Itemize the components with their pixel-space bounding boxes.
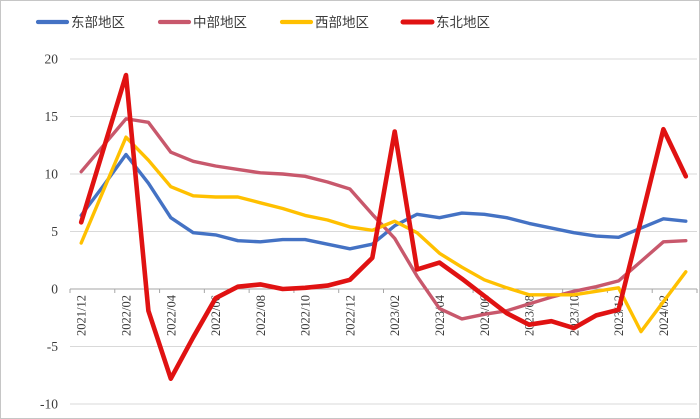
x-axis-tick-label: 2022/10 xyxy=(299,295,313,336)
y-axis-tick-label: 20 xyxy=(45,52,59,67)
series-lines xyxy=(78,72,689,382)
x-axis-tick-label: 2022/02 xyxy=(119,295,133,336)
legend-item-2: 西部地区 xyxy=(279,15,369,30)
series-line-0 xyxy=(79,152,688,251)
y-axis-labels: 20 15 10 5 0 -5 -10 xyxy=(40,52,58,412)
legend-label-3: 东北地区 xyxy=(436,15,490,30)
x-axis-tick-label: 2022/04 xyxy=(164,294,178,336)
gridlines xyxy=(70,58,697,405)
y-axis-tick-label: -10 xyxy=(40,397,58,412)
x-axis-tick-label: 2022/12 xyxy=(343,295,357,336)
x-axis-tick-label: 2023/02 xyxy=(388,295,402,336)
x-axis-tick-label: 2022/08 xyxy=(254,295,268,336)
y-axis-tick-label: -5 xyxy=(47,339,58,354)
legend-label-1: 中部地区 xyxy=(193,15,247,30)
y-axis-tick-label: 10 xyxy=(45,167,59,182)
y-axis-tick-label: 15 xyxy=(45,109,59,124)
y-axis-tick-label: 5 xyxy=(51,224,58,239)
legend: 东部地区 中部地区 西部地区 东北地区 xyxy=(35,15,490,30)
series-line-3 xyxy=(78,72,689,382)
x-axis-tick-label: 2023/12 xyxy=(612,295,626,336)
legend-item-1: 中部地区 xyxy=(157,15,247,30)
y-axis-tick-label: 0 xyxy=(51,282,58,297)
x-axis-tick-label: 2021/12 xyxy=(75,295,89,336)
legend-item-0: 东部地区 xyxy=(35,15,125,30)
legend-item-3: 东北地区 xyxy=(400,15,490,30)
series-line-2 xyxy=(79,135,688,334)
legend-label-0: 东部地区 xyxy=(71,15,125,30)
legend-label-2: 西部地区 xyxy=(315,15,369,30)
